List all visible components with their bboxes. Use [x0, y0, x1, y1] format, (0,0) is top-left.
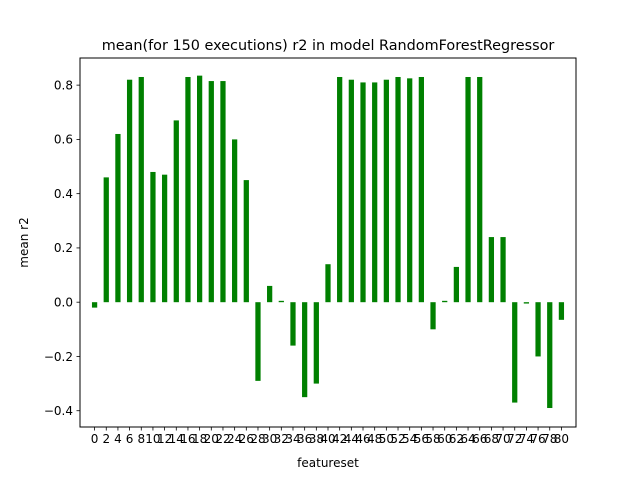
- bar: [477, 76, 483, 303]
- bar: [430, 302, 436, 330]
- bar: [453, 266, 459, 303]
- x-tick-label: 60: [437, 432, 452, 446]
- x-tick-label: 12: [157, 432, 172, 446]
- x-tick-label: 58: [425, 432, 440, 446]
- bar: [325, 264, 331, 303]
- x-tick-label: 28: [250, 432, 265, 446]
- x-tick-label: 2: [102, 432, 110, 446]
- chart-title: mean(for 150 executions) r2 in model Ran…: [102, 38, 555, 54]
- bars-group: [91, 75, 565, 409]
- bar: [185, 76, 191, 303]
- bar: [372, 82, 378, 303]
- x-tick-label: 4: [114, 432, 122, 446]
- bar: [360, 82, 366, 303]
- bar: [558, 302, 565, 320]
- bar: [523, 302, 530, 304]
- bar: [115, 133, 121, 303]
- y-tick-label: 0.6: [54, 133, 73, 147]
- bar: [512, 302, 518, 403]
- y-tick-label: 0.2: [54, 241, 73, 255]
- bar: [150, 171, 156, 303]
- x-tick-label: 70: [495, 432, 510, 446]
- x-tick-label: 62: [449, 432, 464, 446]
- x-tick-label: 78: [542, 432, 557, 446]
- plot-frame: [79, 57, 577, 428]
- bar: [418, 76, 424, 303]
- x-tick-label: 72: [507, 432, 522, 446]
- x-tick-label: 52: [390, 432, 405, 446]
- y-tick-label: −0.4: [44, 404, 73, 418]
- bar: [278, 300, 284, 303]
- bar: [337, 76, 343, 303]
- bar: [208, 81, 214, 303]
- bar: [383, 79, 389, 303]
- bar: [465, 76, 471, 303]
- x-tick-label: 10: [145, 432, 160, 446]
- y-axis-ticks: −0.4 −0.2 0.0 0.2 0.4 0.6 0.8: [44, 78, 80, 418]
- x-tick-label: 46: [355, 432, 370, 446]
- x-tick-label: 56: [414, 432, 429, 446]
- bar: [395, 76, 401, 303]
- bar: [220, 81, 226, 303]
- x-tick-label: 50: [379, 432, 394, 446]
- x-tick-label: 66: [472, 432, 487, 446]
- bar: [161, 174, 168, 303]
- bar: [500, 237, 506, 303]
- x-axis-ticks: 0 2 4 6 8 10121416182022242628303234363840424…: [91, 427, 569, 446]
- bar: [197, 75, 203, 303]
- x-tick-label: 22: [215, 432, 230, 446]
- y-axis-label: mean r2: [17, 217, 31, 267]
- x-tick-label: 64: [460, 432, 475, 446]
- bar: [173, 120, 179, 303]
- x-tick-label: 14: [169, 432, 184, 446]
- x-tick-label: 30: [262, 432, 277, 446]
- bar: [243, 180, 249, 303]
- bar: [442, 300, 448, 303]
- y-tick-label: 0.4: [54, 187, 73, 201]
- bar: [547, 302, 553, 409]
- y-tick-label: −0.2: [44, 350, 73, 364]
- x-tick-label: 42: [332, 432, 347, 446]
- bar: [535, 302, 541, 357]
- bar: [348, 79, 354, 303]
- bar: [302, 302, 308, 398]
- x-tick-label: 8: [137, 432, 145, 446]
- bar: [138, 76, 144, 303]
- x-tick-label: 0: [91, 432, 99, 446]
- x-tick-label: 76: [530, 432, 545, 446]
- x-tick-label: 40: [320, 432, 335, 446]
- bar: [91, 302, 98, 308]
- x-tick-label: 38: [309, 432, 324, 446]
- x-tick-label: 44: [344, 432, 359, 446]
- bar: [267, 285, 273, 303]
- bar: [313, 302, 319, 384]
- bar: [407, 78, 413, 303]
- x-tick-label: 80: [554, 432, 569, 446]
- bar: [255, 302, 261, 381]
- x-tick-label: 32: [274, 432, 289, 446]
- bar: [232, 139, 238, 303]
- x-tick-label: 36: [297, 432, 312, 446]
- x-tick-label: 18: [192, 432, 207, 446]
- bar: [488, 237, 495, 303]
- x-tick-label: 20: [204, 432, 219, 446]
- bar: [126, 79, 133, 303]
- bar: [103, 177, 109, 303]
- y-tick-label: 0.8: [54, 78, 73, 92]
- x-tick-label: 6: [126, 432, 134, 446]
- x-tick-label: 24: [227, 432, 242, 446]
- x-tick-label: 68: [484, 432, 499, 446]
- x-tick-label: 26: [239, 432, 254, 446]
- x-axis-label: featureset: [297, 456, 359, 470]
- x-tick-label: 34: [285, 432, 300, 446]
- x-tick-label: 54: [402, 432, 417, 446]
- x-tick-label: 48: [367, 432, 382, 446]
- bar: [290, 302, 296, 346]
- y-tick-label: 0.0: [54, 295, 73, 309]
- x-tick-label: 74: [519, 432, 534, 446]
- x-tick-label: 16: [180, 432, 195, 446]
